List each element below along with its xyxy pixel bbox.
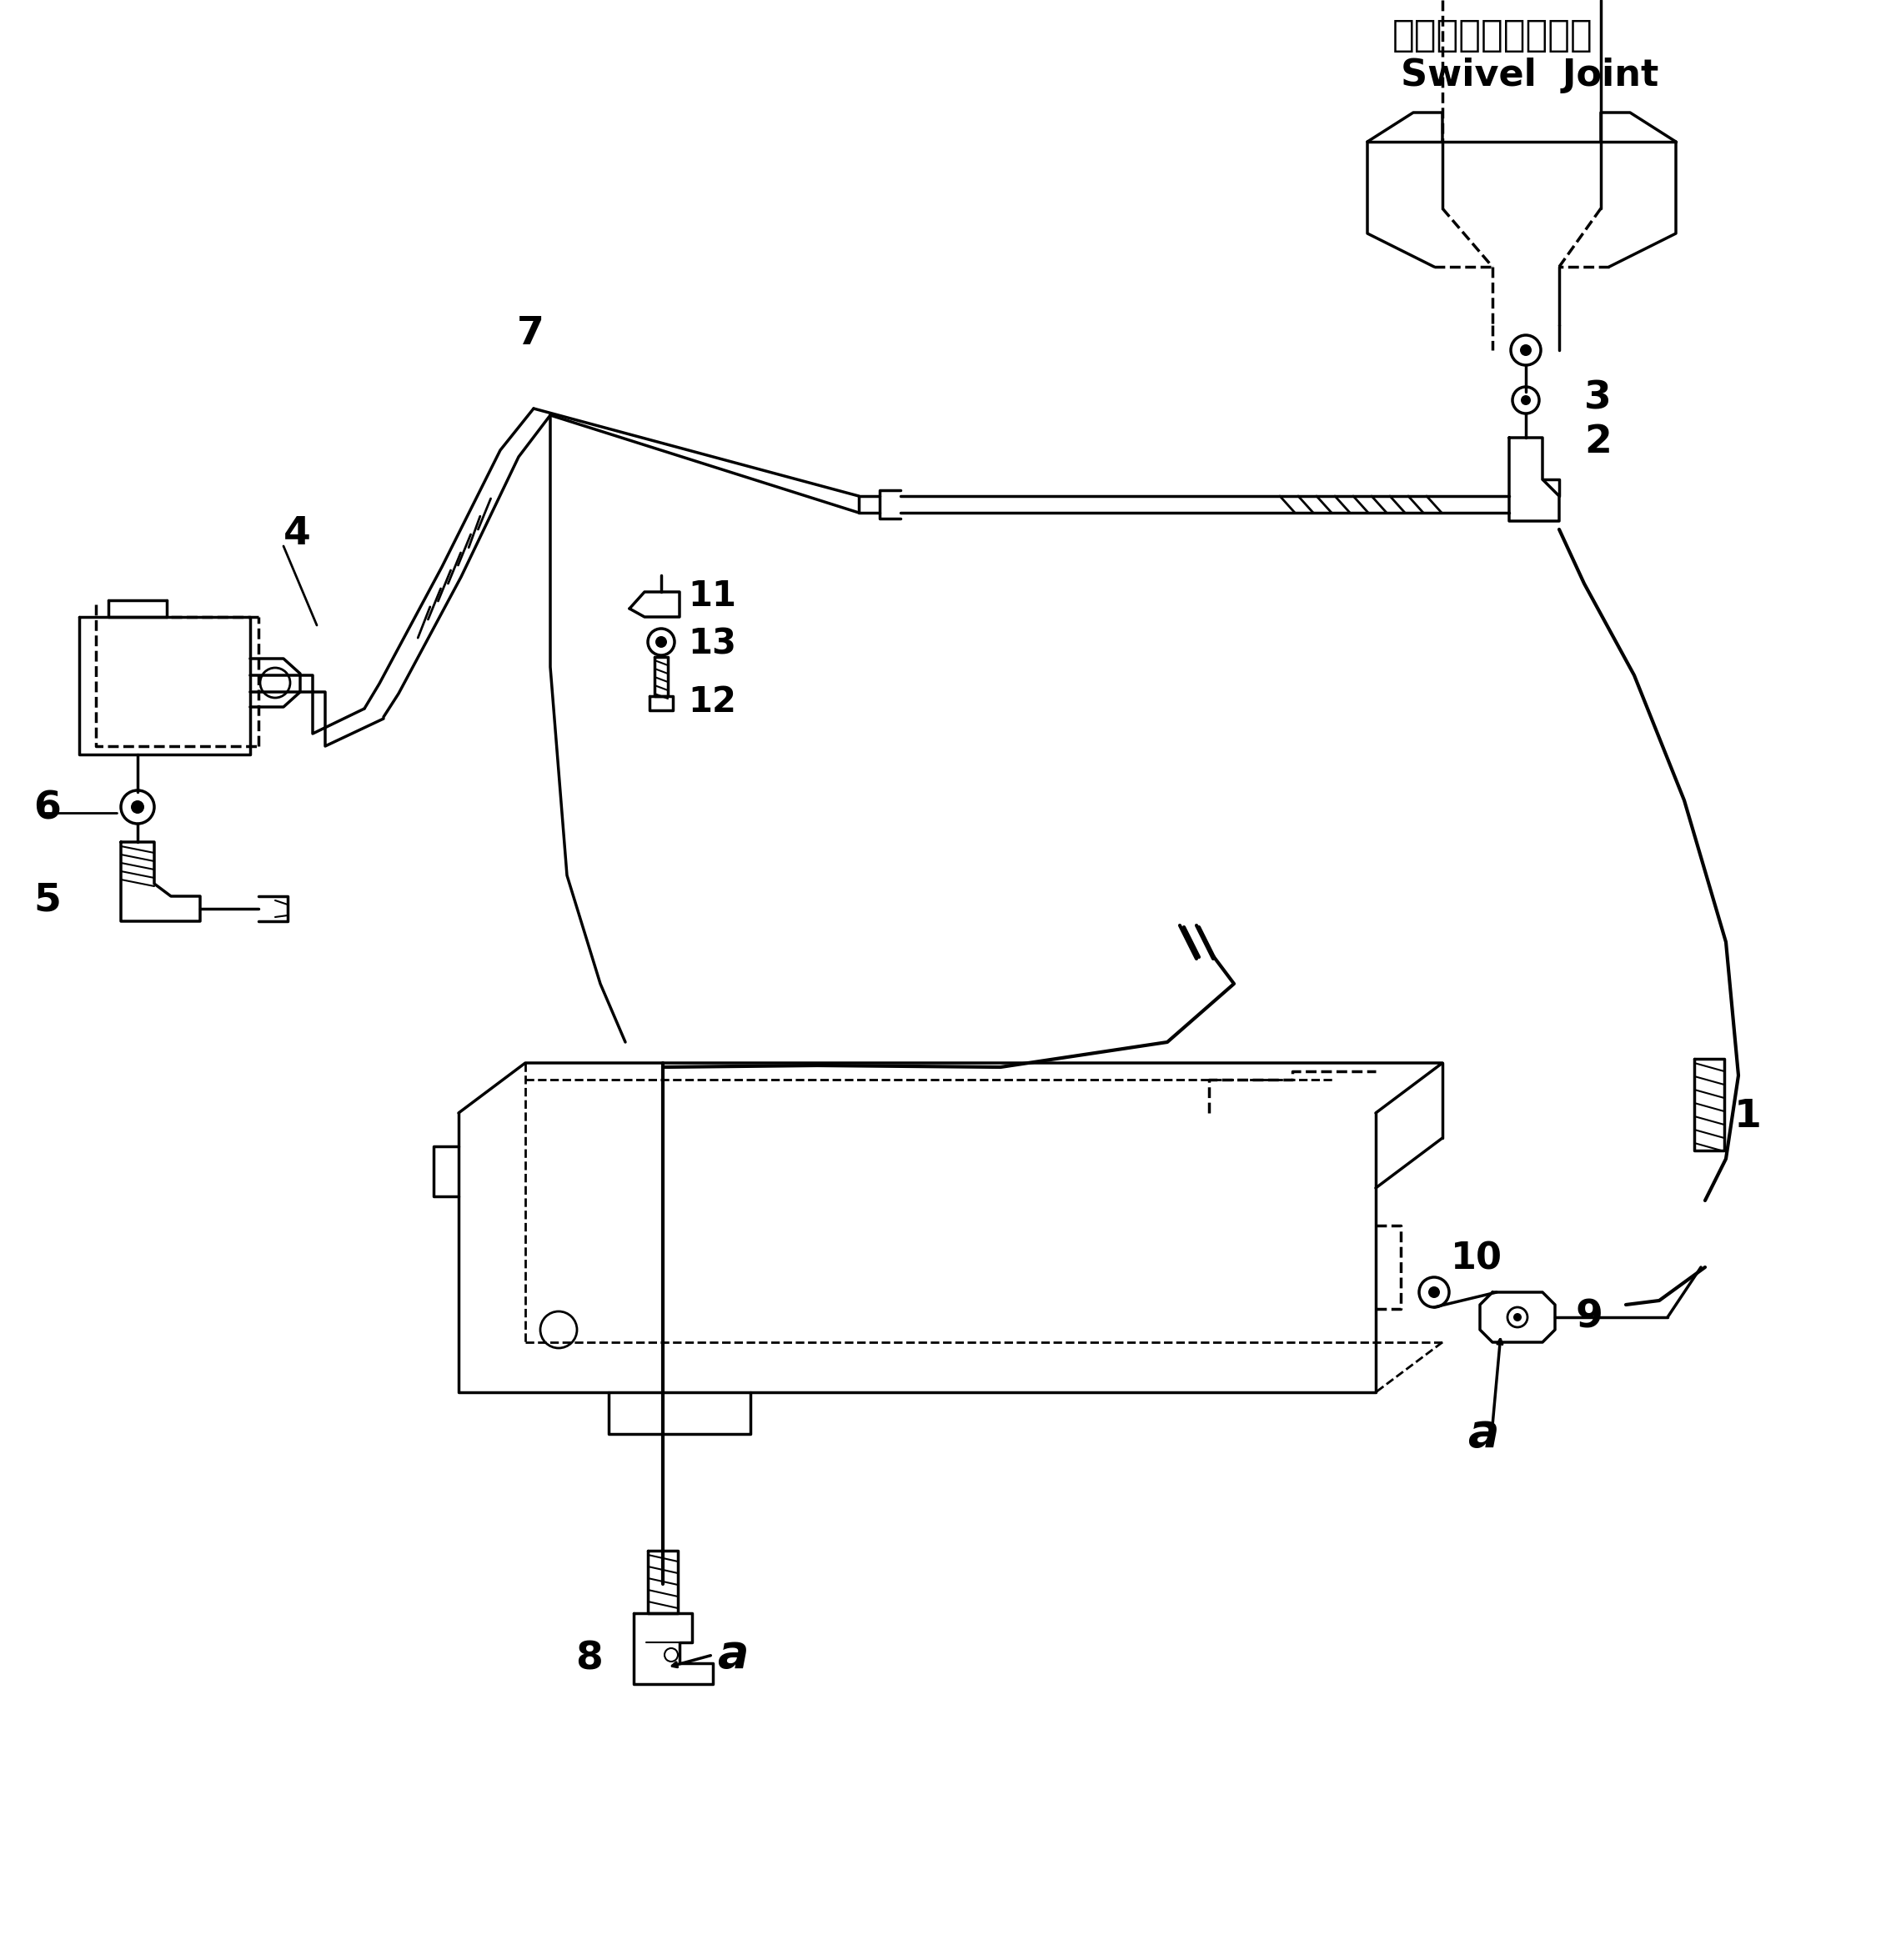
Text: 4: 4	[283, 515, 311, 553]
Text: a: a	[717, 1633, 749, 1678]
Text: a: a	[1467, 1411, 1499, 1456]
Text: 10: 10	[1450, 1241, 1503, 1276]
Text: Swivel  Joint: Swivel Joint	[1401, 57, 1658, 92]
Text: 2: 2	[1584, 423, 1611, 461]
Text: 12: 12	[688, 684, 736, 719]
Circle shape	[654, 637, 668, 647]
Text: 11: 11	[688, 578, 736, 613]
Text: 6: 6	[34, 790, 60, 827]
Text: 13: 13	[688, 625, 736, 661]
Text: 1: 1	[1735, 1098, 1762, 1137]
Text: 7: 7	[517, 316, 545, 353]
Circle shape	[1520, 396, 1531, 406]
Text: 3: 3	[1584, 380, 1611, 417]
Circle shape	[1428, 1286, 1439, 1298]
Circle shape	[1513, 1313, 1522, 1321]
Circle shape	[130, 800, 143, 813]
Text: 9: 9	[1577, 1298, 1603, 1337]
Circle shape	[1520, 345, 1531, 357]
Text: 5: 5	[34, 882, 60, 919]
Text: 8: 8	[575, 1641, 604, 1678]
Text: スイベルジョイント: スイベルジョイント	[1392, 18, 1594, 53]
